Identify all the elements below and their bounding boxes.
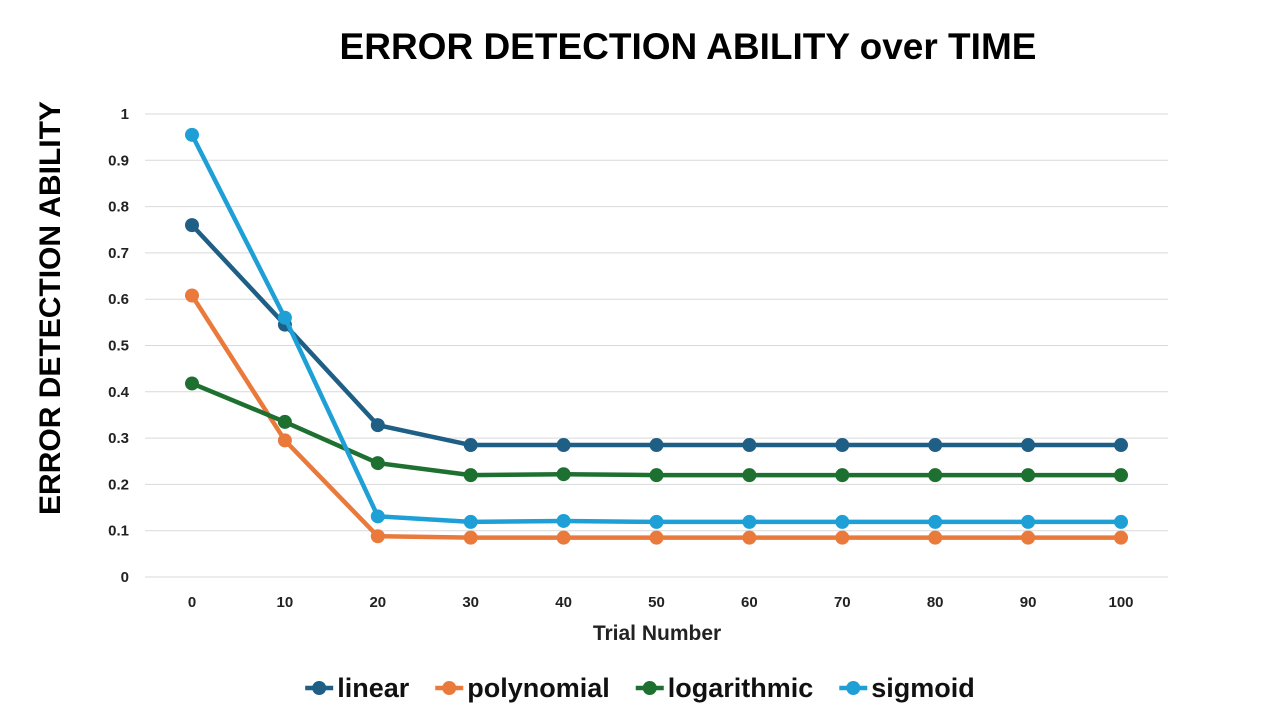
legend-marker xyxy=(312,681,327,695)
data-point xyxy=(370,509,385,524)
data-point xyxy=(742,514,757,529)
y-axis-label: ERROR DETECTION ABILITY xyxy=(34,101,67,515)
x-tick-label: 50 xyxy=(648,594,665,611)
data-point xyxy=(742,468,757,483)
x-tick-label: 90 xyxy=(1020,594,1037,611)
legend-label: sigmoid xyxy=(871,673,975,703)
x-axis-ticks: 0 10 20 30 40 50 60 70 80 90 100 xyxy=(188,594,1134,611)
y-tick-label: 0.6 xyxy=(108,291,129,308)
x-tick-label: 20 xyxy=(369,594,386,611)
legend-item-sigmoid: sigmoid xyxy=(839,673,975,703)
y-tick-label: 1 xyxy=(121,106,129,123)
legend-label: polynomial xyxy=(467,673,610,703)
data-point xyxy=(185,218,199,233)
data-point xyxy=(742,530,757,545)
legend-item-logarithmic: logarithmic xyxy=(635,673,814,703)
data-point xyxy=(649,468,664,483)
data-point xyxy=(556,530,571,545)
series-logarithmic xyxy=(185,376,1128,483)
y-tick-label: 0 xyxy=(121,569,129,586)
legend-item-linear: linear xyxy=(305,673,410,703)
data-point xyxy=(1021,438,1036,453)
data-point xyxy=(1114,468,1128,483)
series-polynomial xyxy=(185,288,1128,545)
legend-marker xyxy=(642,681,657,695)
x-tick-label: 80 xyxy=(927,594,944,611)
legend-marker xyxy=(442,681,457,695)
data-point xyxy=(928,530,943,545)
x-tick-label: 0 xyxy=(188,594,196,611)
x-tick-label: 100 xyxy=(1108,594,1133,611)
y-tick-label: 0.8 xyxy=(108,199,129,216)
chart-title: ERROR DETECTION ABILITY over TIME xyxy=(339,26,1037,67)
data-point xyxy=(1021,468,1036,483)
data-point xyxy=(835,514,850,529)
data-point xyxy=(835,438,850,453)
y-tick-label: 0.5 xyxy=(108,338,129,355)
legend-label: linear xyxy=(337,673,410,703)
data-point xyxy=(277,310,292,325)
data-point xyxy=(463,514,478,529)
data-point xyxy=(928,438,943,453)
series-group xyxy=(185,127,1128,545)
data-point xyxy=(835,530,850,545)
x-tick-label: 30 xyxy=(462,594,479,611)
series-line-sigmoid xyxy=(189,132,1124,525)
data-point xyxy=(1114,438,1128,453)
data-point xyxy=(928,468,943,483)
data-point xyxy=(556,438,571,453)
data-point xyxy=(1021,530,1036,545)
data-point xyxy=(370,418,385,433)
data-point xyxy=(928,514,943,529)
data-point xyxy=(463,468,478,483)
x-tick-label: 10 xyxy=(277,594,294,611)
data-point xyxy=(370,456,385,471)
legend-marker xyxy=(846,681,861,695)
y-tick-label: 0.9 xyxy=(108,152,129,169)
series-line-logarithmic xyxy=(189,381,1124,478)
data-point xyxy=(185,376,199,391)
data-point xyxy=(835,468,850,483)
data-point xyxy=(556,467,571,482)
legend: linear polynomial logarithmic sigmoid xyxy=(305,673,975,703)
data-point xyxy=(463,438,478,453)
y-tick-label: 0.3 xyxy=(108,430,129,447)
x-tick-label: 40 xyxy=(555,594,572,611)
x-tick-label: 60 xyxy=(741,594,758,611)
x-axis-label: Trial Number xyxy=(593,622,721,645)
legend-item-polynomial: polynomial xyxy=(435,673,610,703)
data-point xyxy=(649,514,664,529)
data-point xyxy=(185,127,199,142)
y-tick-label: 0.7 xyxy=(108,245,129,262)
x-tick-label: 70 xyxy=(834,594,851,611)
data-point xyxy=(649,438,664,453)
y-tick-label: 0.4 xyxy=(108,384,130,401)
y-tick-label: 0.2 xyxy=(108,476,129,493)
data-point xyxy=(649,530,664,545)
data-point xyxy=(1021,514,1036,529)
series-sigmoid xyxy=(185,127,1128,529)
data-point xyxy=(277,433,292,448)
data-point xyxy=(185,288,199,303)
y-axis-ticks: 0 0.1 0.2 0.3 0.4 0.5 0.6 0.7 0.8 0.9 1 xyxy=(108,106,130,586)
legend-label: logarithmic xyxy=(668,673,814,703)
data-point xyxy=(463,530,478,545)
data-point xyxy=(742,438,757,453)
y-tick-label: 0.1 xyxy=(108,523,129,540)
data-point xyxy=(1114,514,1128,529)
data-point xyxy=(1114,530,1128,545)
data-point xyxy=(370,529,385,544)
data-point xyxy=(277,414,292,429)
data-point xyxy=(556,513,571,528)
